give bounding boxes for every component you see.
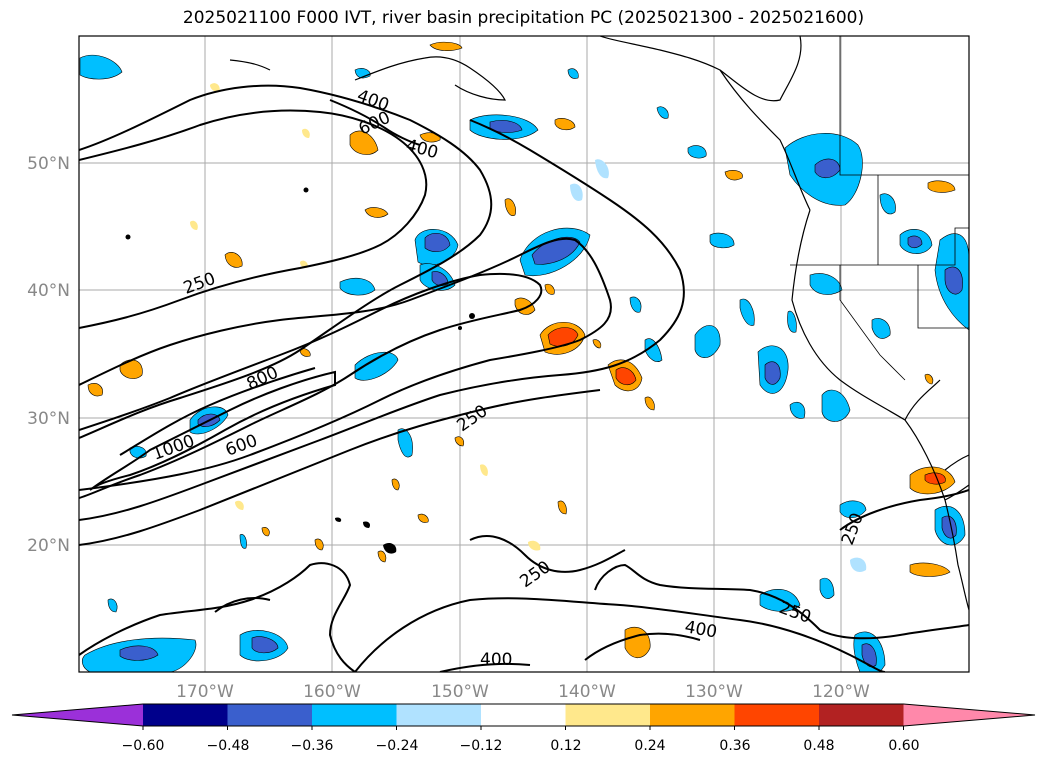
map-title: 2025021100 F000 IVT, river basin precipi…: [182, 8, 865, 28]
ivt-contours: [79, 84, 969, 672]
colorbar-tick-label: 0.60: [888, 738, 919, 754]
lon-label: 170°W: [176, 682, 234, 702]
colorbar-segment: [565, 704, 651, 726]
lat-label: 20°N: [27, 536, 70, 556]
colorbar-extend-high: [903, 704, 1035, 726]
colorbar-tick-label: −0.60: [122, 738, 165, 754]
colorbar-tick-label: −0.36: [291, 738, 334, 754]
hawaiian-islands: [125, 187, 475, 554]
colorbar-segment: [734, 704, 820, 726]
lon-label: 140°W: [558, 682, 616, 702]
lat-label: 40°N: [27, 281, 70, 301]
colorbar-tick-label: −0.24: [376, 738, 419, 754]
colorbar-tick-label: 0.48: [803, 738, 834, 754]
lon-label: 130°W: [685, 682, 743, 702]
lon-label: 150°W: [431, 682, 489, 702]
colorbar-tick-label: 0.12: [550, 738, 581, 754]
colorbar-tick-labels: −0.60 −0.48 −0.36 −0.24 −0.12 0.12 0.24 …: [122, 738, 920, 754]
colorbar-tick-label: 0.36: [719, 738, 750, 754]
colorbar-tick-label: −0.48: [207, 738, 250, 754]
colorbar-segment: [481, 704, 566, 726]
colorbar-segment: [143, 704, 228, 726]
colorbar-segment: [312, 704, 397, 726]
colorbar: [11, 703, 1036, 730]
colorbar-tick-label: −0.12: [460, 738, 503, 754]
colorbar-tick-label: 0.24: [634, 738, 665, 754]
lon-label: 120°W: [812, 682, 870, 702]
colorbar-extend-low: [12, 704, 143, 726]
colorbar-segment: [227, 704, 313, 726]
state-borders: [790, 36, 969, 381]
colorbar-segment: [650, 704, 735, 726]
coastlines: [229, 36, 969, 611]
lat-label: 30°N: [27, 409, 70, 429]
colorbar-segment: [819, 704, 904, 726]
lat-label: 50°N: [27, 154, 70, 174]
lon-label: 160°W: [303, 682, 361, 702]
plot-frame: [78, 35, 970, 673]
latitude-labels: 50°N 40°N 30°N 20°N: [27, 154, 70, 556]
longitude-labels: 170°W 160°W 150°W 140°W 130°W 120°W: [176, 682, 870, 702]
contour-label: 400: [480, 650, 512, 670]
colorbar-segment: [396, 704, 482, 726]
